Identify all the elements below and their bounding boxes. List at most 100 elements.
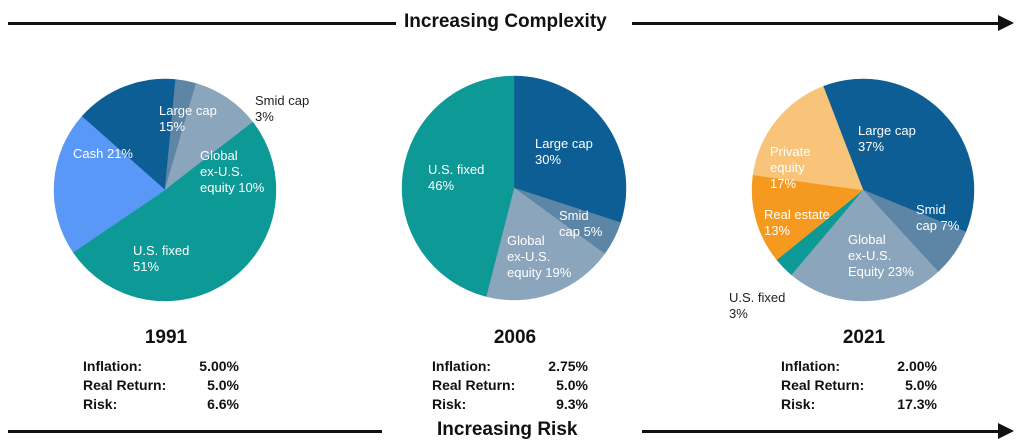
slice-label-u-s-fixed: U.S. fixed 3% bbox=[729, 290, 785, 321]
slice-label-line: Smid bbox=[559, 208, 589, 223]
stat-row-risk: Risk: 9.3% bbox=[432, 396, 588, 415]
pie-slice-large-cap bbox=[81, 78, 176, 191]
slice-label-line: ex-U.S. bbox=[200, 164, 243, 179]
stat-value-inflation: 2.75% bbox=[548, 358, 588, 374]
stat-row-risk: Risk: 17.3% bbox=[781, 396, 937, 415]
slice-label-line: 15% bbox=[159, 119, 185, 134]
stat-value-risk: 6.6% bbox=[207, 396, 239, 412]
stat-value-inflation: 2.00% bbox=[897, 358, 937, 374]
complexity-arrow-line-right bbox=[632, 22, 1000, 25]
stat-row-inflation: Inflation: 2.00% bbox=[781, 358, 937, 377]
slice-label-line: 30% bbox=[535, 152, 561, 167]
slice-label-line: Real estate bbox=[764, 207, 830, 222]
slice-label-global-ex-u-s-equity: Global ex-U.S. equity 19% bbox=[507, 233, 572, 280]
slice-label-global-ex-u-s-equity: Global ex-U.S. Equity 23% bbox=[848, 232, 914, 279]
risk-arrow-line-left bbox=[8, 430, 382, 433]
slice-label-u-s-fixed: U.S. fixed 46% bbox=[428, 162, 484, 193]
slice-label-line: 46% bbox=[428, 178, 454, 193]
stat-value-risk: 9.3% bbox=[556, 396, 588, 412]
slice-label-line: 13% bbox=[764, 223, 790, 238]
pie-slice-real-estate bbox=[751, 174, 864, 261]
stat-row-real-return: Real Return: 5.0% bbox=[83, 377, 239, 396]
stat-value-real-return: 5.0% bbox=[207, 377, 239, 393]
complexity-label: Increasing Complexity bbox=[404, 11, 607, 32]
stat-label-risk: Risk: bbox=[83, 396, 118, 412]
slice-label-line: U.S. fixed bbox=[428, 162, 484, 177]
year-title-1991: 1991 bbox=[144, 327, 188, 348]
year-title-2006: 2006 bbox=[493, 327, 537, 348]
slice-label-line: 17% bbox=[770, 176, 796, 191]
stat-value-real-return: 5.0% bbox=[905, 377, 937, 393]
pie-2021: Large cap 37%Smid cap 7%Global ex-U.S. Equit… bbox=[729, 78, 975, 321]
slice-label-line: ex-U.S. bbox=[848, 248, 891, 263]
slice-label-line: cap 7% bbox=[916, 218, 960, 233]
slice-label-line: ex-U.S. bbox=[507, 249, 550, 264]
pie-slice-global-ex-u-s-equity bbox=[485, 187, 605, 301]
slice-label-cash: Cash 21% bbox=[73, 146, 133, 161]
pie-1991: Large cap 15% Smid cap 3% Global ex-U.S. equit… bbox=[53, 78, 309, 302]
slice-label-u-s-fixed: U.S. fixed 51% bbox=[133, 243, 189, 274]
slice-label-line: Smid cap bbox=[255, 93, 309, 108]
stat-label-risk: Risk: bbox=[781, 396, 816, 412]
slice-label-line: Smid bbox=[916, 202, 946, 217]
year-title-2021: 2021 bbox=[842, 327, 886, 348]
stat-value-risk: 17.3% bbox=[897, 396, 937, 412]
stat-label-risk: Risk: bbox=[432, 396, 467, 412]
slice-label-line: U.S. fixed bbox=[729, 290, 785, 305]
stat-row-inflation: Inflation: 5.00% bbox=[83, 358, 239, 377]
slice-label-large-cap: Large cap 15% bbox=[159, 103, 217, 134]
stat-label-real-return: Real Return: bbox=[781, 377, 865, 393]
pie-slice-u-s-fixed bbox=[401, 75, 515, 297]
stats-2021: Inflation: 2.00% Real Return: 5.0% Risk:… bbox=[781, 358, 937, 415]
slice-label-line: U.S. fixed bbox=[133, 243, 189, 258]
risk-arrow-line-right bbox=[642, 430, 1000, 433]
complexity-arrow-line-left bbox=[8, 22, 396, 25]
slice-label-line: equity 19% bbox=[507, 265, 572, 280]
risk-label: Increasing Risk bbox=[437, 419, 578, 440]
slice-label-smid-cap: Smid cap 5% bbox=[559, 208, 603, 239]
slice-label-line: Cash 21% bbox=[73, 146, 133, 161]
complexity-banner: Increasing Complexity bbox=[0, 9, 1024, 39]
slice-label-real-estate: Real estate 13% bbox=[764, 207, 830, 238]
slice-label-line: equity bbox=[770, 160, 805, 175]
slice-label-line: 51% bbox=[133, 259, 159, 274]
slice-label-smid-cap: Smid cap 3% bbox=[255, 93, 309, 124]
slice-label-smid-cap: Smid cap 7% bbox=[916, 202, 960, 233]
slice-label-line: equity 10% bbox=[200, 180, 265, 195]
pie-slice-large-cap bbox=[513, 75, 627, 223]
slice-label-line: Private bbox=[770, 144, 810, 159]
slice-label-line: 37% bbox=[858, 139, 884, 154]
pie-2006: Large cap 30% Smid cap 5%Global ex-U.S. equit… bbox=[401, 75, 627, 301]
risk-banner: Increasing Risk bbox=[0, 417, 1024, 447]
slice-label-line: Global bbox=[200, 148, 238, 163]
pie-slice-u-s-fixed bbox=[72, 121, 277, 302]
slice-label-private-equity: Private equity 17% bbox=[770, 144, 810, 191]
slice-label-line: Large cap bbox=[159, 103, 217, 118]
risk-arrowhead-icon bbox=[998, 423, 1014, 439]
pie-slice-large-cap bbox=[822, 78, 975, 233]
stat-row-real-return: Real Return: 5.0% bbox=[432, 377, 588, 396]
slice-label-line: 3% bbox=[255, 109, 274, 124]
stat-label-real-return: Real Return: bbox=[432, 377, 516, 393]
stat-value-inflation: 5.00% bbox=[199, 358, 239, 374]
pie-slice-cash bbox=[53, 116, 166, 253]
stat-value-real-return: 5.0% bbox=[556, 377, 588, 393]
slice-label-large-cap: Large cap 37% bbox=[858, 123, 916, 154]
stat-row-inflation: Inflation: 2.75% bbox=[432, 358, 588, 377]
stat-label-inflation: Inflation: bbox=[432, 358, 492, 374]
stats-1991: Inflation: 5.00% Real Return: 5.0% Risk:… bbox=[83, 358, 239, 415]
stat-row-risk: Risk: 6.6% bbox=[83, 396, 239, 415]
complexity-arrowhead-icon bbox=[998, 15, 1014, 31]
slice-label-line: cap 5% bbox=[559, 224, 603, 239]
slice-label-line: Equity 23% bbox=[848, 264, 914, 279]
slice-label-global-ex-u-s-equity: Global ex-U.S. equity 10% bbox=[200, 148, 265, 195]
slice-label-line: Global bbox=[848, 232, 886, 247]
pie-slice-private-equity bbox=[752, 86, 864, 191]
stat-label-inflation: Inflation: bbox=[83, 358, 143, 374]
pie-slice-global-ex-u-s-equity bbox=[790, 189, 939, 302]
stat-row-real-return: Real Return: 5.0% bbox=[781, 377, 937, 396]
slice-label-large-cap: Large cap 30% bbox=[535, 136, 593, 167]
stats-2006: Inflation: 2.75% Real Return: 5.0% Risk:… bbox=[432, 358, 588, 415]
